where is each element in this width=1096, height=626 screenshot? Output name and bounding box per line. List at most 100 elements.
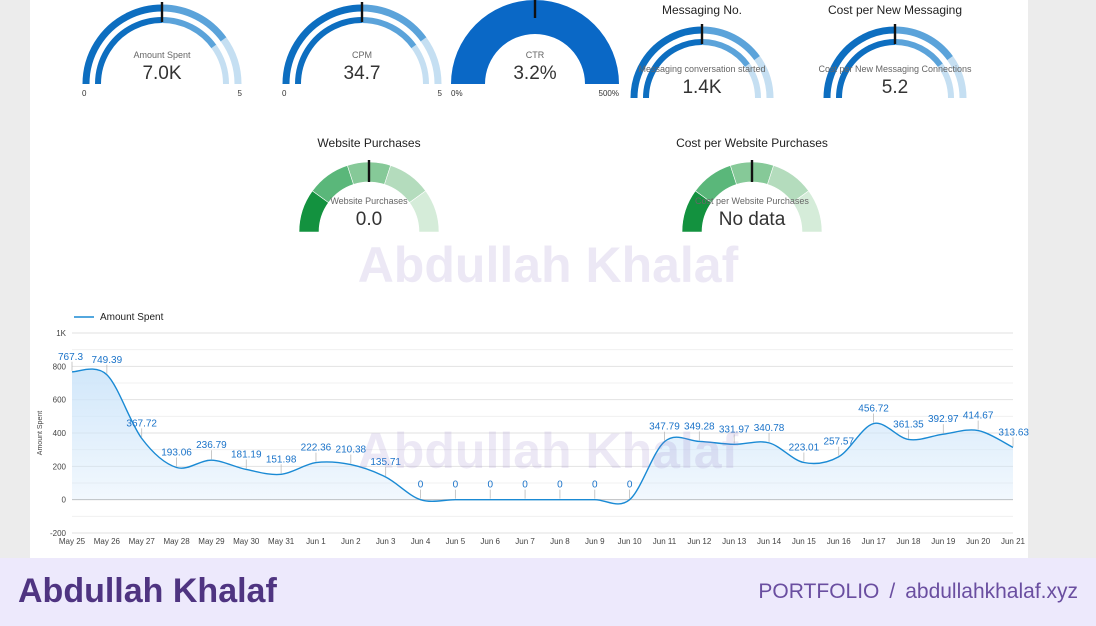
gauge-6: Website Purchases Website Purchases 0.0 [298,136,440,233]
data-label: 222.36 [301,443,332,454]
data-label: 135.71 [370,457,401,468]
data-label: 0 [557,480,563,491]
gauge-outer-band [630,34,674,99]
gauge-max-label: 5 [238,89,243,98]
x-tick-label: Jun 14 [757,537,782,546]
data-label: 236.79 [196,440,227,451]
gauge-segment [409,190,440,233]
gauge-min-label: 0 [82,89,87,98]
x-tick-label: Jun 1 [306,537,326,546]
data-label: 349.28 [684,421,715,432]
legend-label: Amount Spent [100,312,164,323]
x-tick-label: Jun 12 [687,537,712,546]
gauge-outer-band [701,26,761,61]
gauge-outer-band [823,34,867,99]
gauge-2: CPM 34.7 0 5 [282,2,443,98]
gauges-panel: Amount Spent 7.0K 0 5 CPM 34.7 0 5 CTR 3.2% 0% 500%… [82,0,972,233]
gauge-inner-band [331,16,363,30]
gauge-outer-band [894,26,954,61]
gauge-segment [792,190,823,233]
x-tick-label: May 27 [129,537,156,546]
x-tick-label: Jun 4 [411,537,431,546]
gauge-metric-label: Website Purchases [330,196,408,206]
x-tick-label: Jun 20 [966,537,991,546]
gauge-metric-label: CPM [352,50,372,60]
data-label: 0 [592,480,598,491]
gauge-metric-label: Amount Spent [133,50,191,60]
x-tick-label: Jun 11 [653,537,677,546]
gauge-outer-band [669,26,703,41]
y-tick-label: 800 [53,362,67,371]
author-name: Abdullah Khalaf [18,572,277,610]
gauge-metric-label: Cost per Website Purchases [695,196,809,206]
gauge-inner-band [937,63,954,99]
data-label: 414.67 [963,411,994,422]
x-tick-label: Jun 19 [931,537,956,546]
gauge-1: Amount Spent 7.0K 0 5 [82,2,243,98]
data-label: 361.35 [893,419,924,430]
x-tick-label: Jun 10 [618,537,643,546]
data-label: 181.19 [231,449,262,460]
data-label: 331.97 [719,424,750,435]
gauge-outer-band [862,26,896,41]
gauge-inner-band [744,63,761,99]
footer-bar: Abdullah Khalaf PORTFOLIO / abdullahkhalaf… [0,558,1096,626]
gauge-max-label: 500% [599,89,619,98]
gauge-inner-band [894,39,943,68]
gauge-inner-band [95,24,135,85]
gauge-metric-label: Cost per New Messaging Connections [818,64,972,74]
gauge-value: 34.7 [344,63,381,84]
data-label: 340.78 [754,423,785,434]
gauge-inner-band [675,38,703,51]
x-tick-label: Jun 21 [1001,537,1026,546]
gauge-outer-band [420,37,442,85]
gauge-outer-band [282,12,330,85]
gauge-min-label: 0% [451,89,463,98]
gauge-outer-band [947,55,967,99]
gauge-value: No data [719,209,786,230]
gauge-title: Cost per New Messaging [828,3,962,17]
data-label: 0 [522,480,528,491]
data-label: 767.3 [58,352,83,363]
footer-links: PORTFOLIO / abdullahkhalaf.xyz [758,580,1078,604]
gauge-max-label: 5 [438,89,443,98]
data-label: 223.01 [789,442,820,453]
gauge-7: Cost per Website Purchases Cost per Websi… [676,136,828,233]
y-tick-label: 200 [53,462,67,471]
gauge-4: Messaging No. Messaging conversation star… [630,3,774,99]
x-tick-label: May 29 [198,537,225,546]
gauge-band [451,0,619,84]
data-label: 0 [487,480,493,491]
data-label: 193.06 [161,447,192,458]
gauge-5: Cost per New Messaging Cost per New Messa… [818,3,972,99]
gauge-value: 7.0K [142,63,181,84]
gauge-metric-label: Messaging conversation started [638,64,765,74]
gauge-title: Cost per Website Purchases [676,136,828,150]
gauge-outer-band [325,4,363,20]
x-tick-label: Jun 17 [862,537,887,546]
x-tick-label: May 26 [94,537,121,546]
data-label: 392.97 [928,414,959,425]
gauge-outer-band [361,4,427,42]
gauge-outer-band [754,55,774,99]
x-tick-label: Jun 2 [341,537,361,546]
y-tick-label: 400 [53,429,67,438]
gauge-outer-band [82,12,130,85]
x-tick-label: Jun 8 [550,537,570,546]
gauge-title: Website Purchases [317,136,420,150]
website-link[interactable]: abdullahkhalaf.xyz [905,580,1078,603]
y-axis-title: Amount Spent [37,411,44,455]
data-label: 313.63 [998,427,1029,438]
gauge-3: CTR 3.2% 0% 500% [451,0,619,98]
x-tick-label: May 25 [59,537,86,546]
y-tick-label: 0 [62,496,67,505]
series-line [71,368,1014,505]
data-label: 257.57 [823,437,854,448]
data-label: 0 [418,480,424,491]
gauge-outer-band [125,4,163,20]
portfolio-link[interactable]: PORTFOLIO [758,580,880,603]
data-label: 749.39 [92,355,123,366]
gauge-outer-band [220,37,242,85]
gauge-inner-band [361,17,417,49]
y-tick-label: 600 [53,396,67,405]
